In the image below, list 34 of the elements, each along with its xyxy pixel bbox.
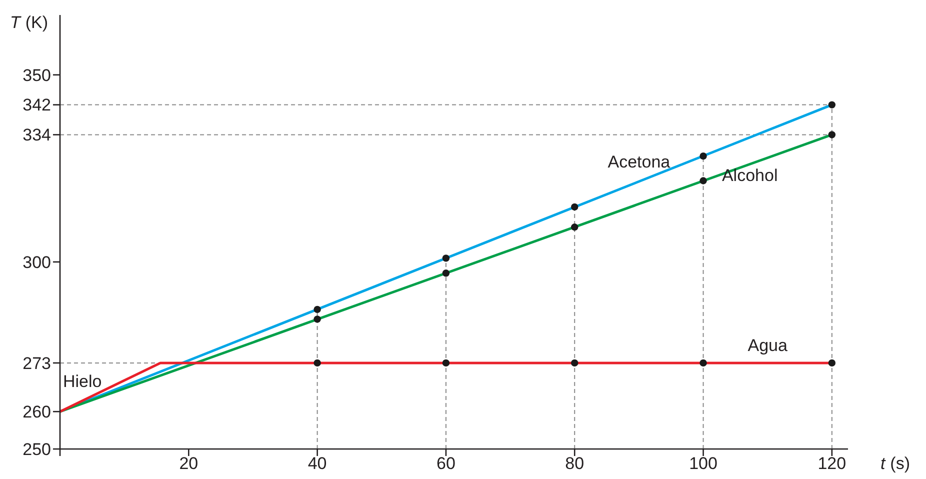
x-tick-label: 60	[436, 454, 456, 473]
annotation: Hielo	[63, 372, 102, 391]
point	[442, 270, 450, 277]
x-tick-label: 20	[179, 454, 198, 473]
point	[828, 359, 836, 367]
y-tick-label: 342	[22, 96, 51, 115]
point	[828, 131, 836, 138]
point	[314, 316, 321, 323]
point	[700, 177, 707, 184]
point	[700, 152, 707, 160]
y-tick-label: 300	[22, 252, 51, 272]
point	[700, 359, 707, 367]
x-tick-label: 120	[818, 454, 846, 473]
point	[828, 101, 836, 108]
series-label: Acetona	[608, 152, 671, 172]
y-tick-label: 260	[22, 402, 51, 422]
x-tick-label: 40	[308, 454, 327, 473]
x-tick-label: 100	[689, 454, 718, 473]
point	[571, 359, 578, 367]
y-tick-label: 273	[22, 354, 51, 373]
x-tick-label: 80	[565, 454, 584, 473]
point	[571, 203, 578, 211]
series-label: Alcohol	[722, 166, 778, 186]
y-tick-label: 250	[22, 440, 51, 459]
y-tick-label: 334	[22, 126, 51, 145]
point	[442, 359, 450, 367]
point	[442, 254, 450, 262]
y-tick-label: 350	[22, 66, 51, 85]
point	[571, 224, 578, 231]
y-axis-title: T (K)	[10, 13, 48, 32]
point	[314, 359, 321, 367]
x-axis-title: t (s)	[880, 454, 910, 473]
series-label: Agua	[748, 336, 788, 355]
point	[314, 306, 321, 314]
